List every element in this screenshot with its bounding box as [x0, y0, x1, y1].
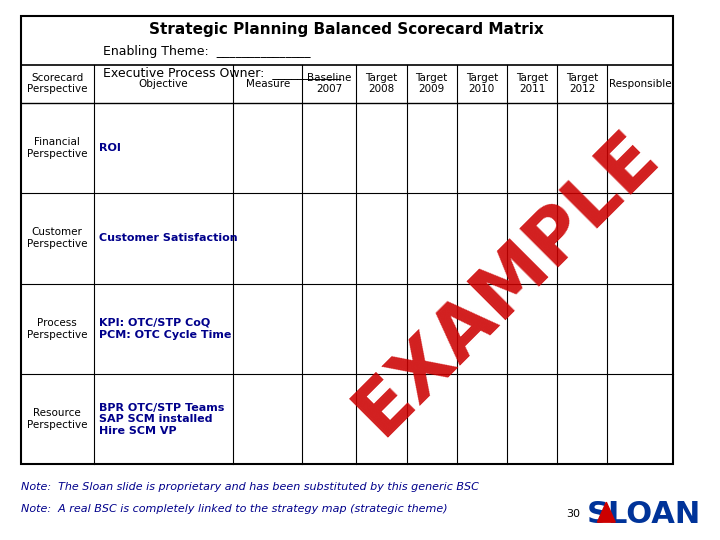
Text: Responsible: Responsible	[609, 79, 672, 89]
FancyBboxPatch shape	[21, 16, 673, 464]
Text: Customer
Perspective: Customer Perspective	[27, 227, 88, 249]
Text: Strategic Planning Balanced Scorecard Matrix: Strategic Planning Balanced Scorecard Ma…	[149, 22, 544, 37]
Text: Target
2008: Target 2008	[365, 73, 397, 94]
Text: Financial
Perspective: Financial Perspective	[27, 137, 88, 159]
Text: BPR OTC/STP Teams
SAP SCM installed
Hire SCM VP: BPR OTC/STP Teams SAP SCM installed Hire…	[99, 403, 225, 436]
Text: KPI: OTC/STP CoQ
PCM: OTC Cycle Time: KPI: OTC/STP CoQ PCM: OTC Cycle Time	[99, 318, 232, 340]
Text: Note:  A real BSC is completely linked to the strategy map (strategic theme): Note: A real BSC is completely linked to…	[21, 504, 447, 514]
Text: Resource
Perspective: Resource Perspective	[27, 408, 88, 430]
Text: Objective: Objective	[139, 79, 188, 89]
Text: Customer Satisfaction: Customer Satisfaction	[99, 233, 238, 244]
Text: Target
2009: Target 2009	[415, 73, 448, 94]
Text: Target
2011: Target 2011	[516, 73, 548, 94]
Polygon shape	[598, 502, 616, 522]
Text: Baseline
2007: Baseline 2007	[307, 73, 351, 94]
Text: Measure: Measure	[246, 79, 289, 89]
Text: Target
2010: Target 2010	[466, 73, 498, 94]
Text: Scorecard
Perspective: Scorecard Perspective	[27, 73, 88, 94]
Text: Process
Perspective: Process Perspective	[27, 318, 88, 340]
Text: SLOAN: SLOAN	[587, 500, 701, 529]
Text: Note:  The Sloan slide is proprietary and has been substituted by this generic B: Note: The Sloan slide is proprietary and…	[21, 482, 479, 492]
Text: ROI: ROI	[99, 143, 121, 153]
Text: Enabling Theme:  _______________: Enabling Theme: _______________	[103, 45, 310, 58]
Text: 30: 30	[566, 509, 580, 519]
Text: Executive Process Owner:  ___________: Executive Process Owner: ___________	[103, 66, 341, 79]
Text: EXAMPLE: EXAMPLE	[341, 118, 672, 449]
Text: Target
2012: Target 2012	[566, 73, 598, 94]
